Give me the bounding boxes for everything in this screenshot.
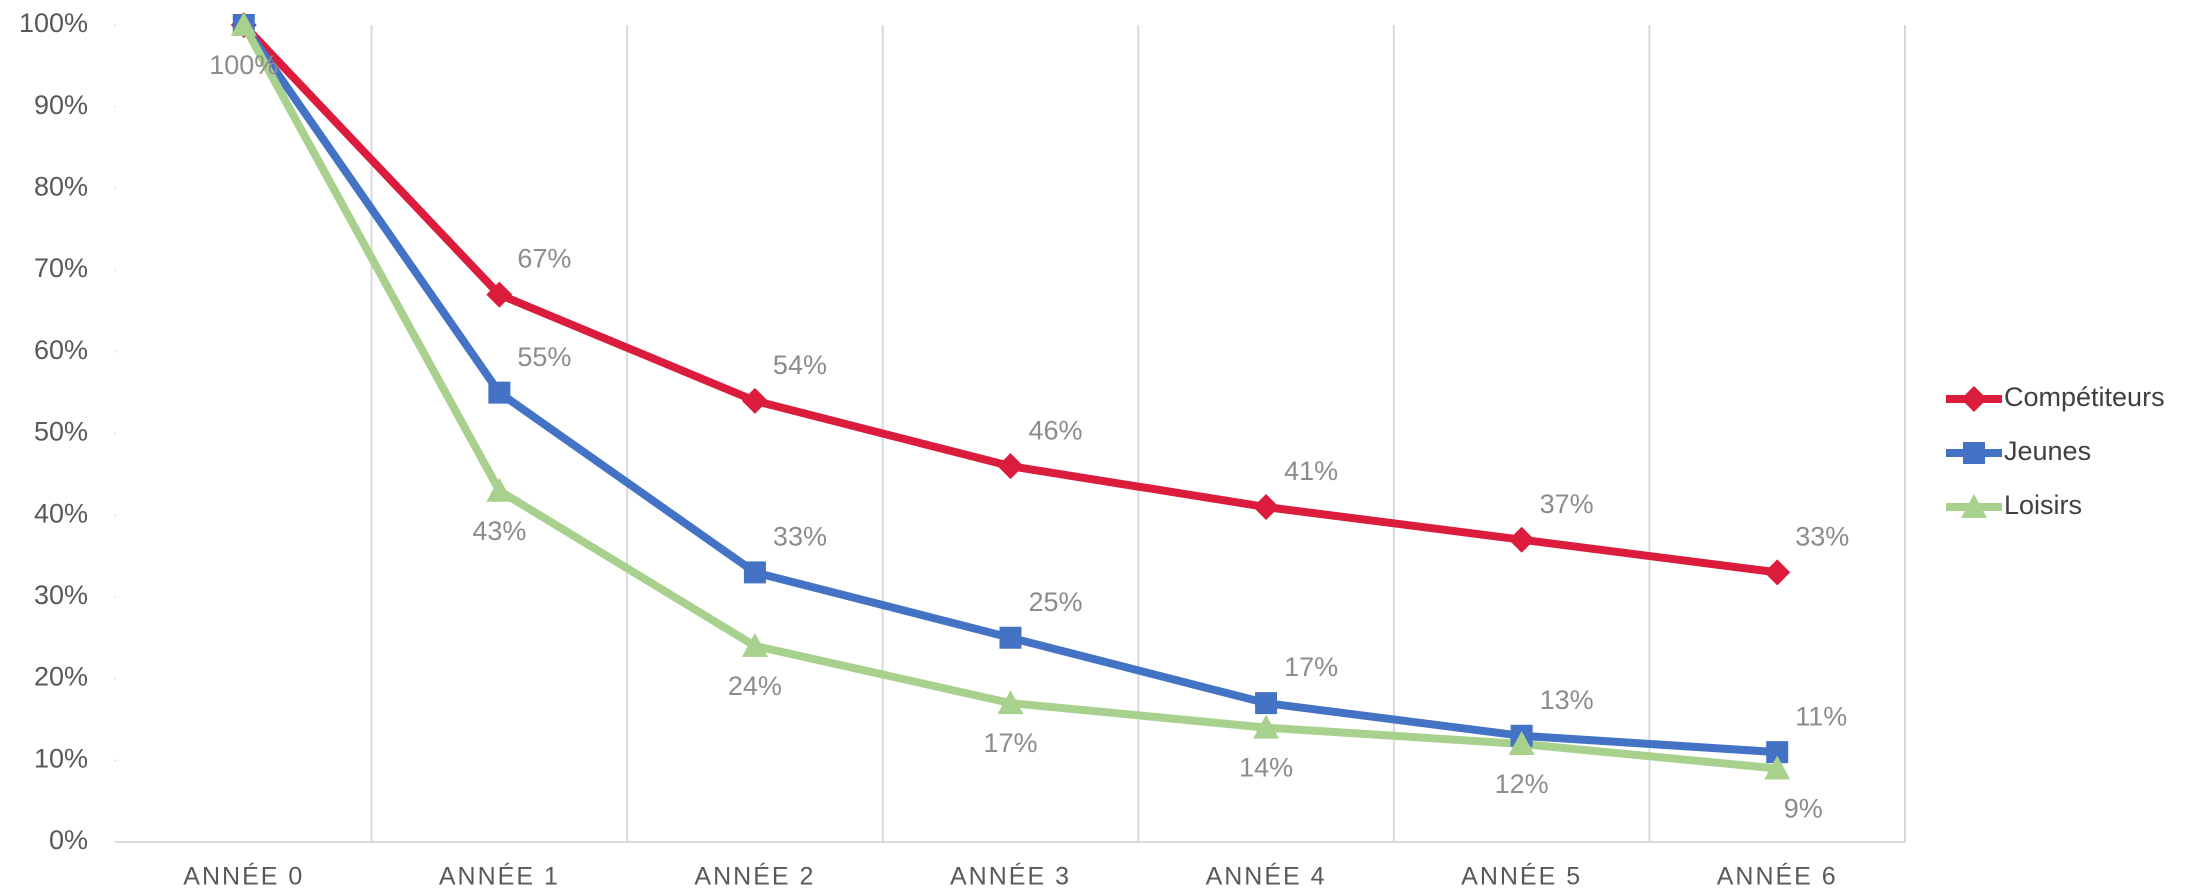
y-tick-label: 80% [34, 172, 88, 202]
data-label: 17% [1284, 652, 1338, 682]
y-tick-label: 30% [34, 580, 88, 610]
data-label: 46% [1029, 415, 1083, 445]
legend-marker [1961, 386, 1987, 412]
data-label: 9% [1784, 794, 1823, 824]
x-tick-label: ANNÉE 1 [439, 862, 560, 891]
marker [1253, 714, 1280, 739]
marker [999, 626, 1022, 649]
marker [1253, 494, 1280, 521]
data-label: 24% [728, 671, 782, 701]
data-label: 55% [517, 342, 571, 372]
data-label: 43% [472, 516, 526, 546]
series-line [240, 23, 1778, 773]
marker [741, 387, 768, 414]
x-tick-label: ANNÉE 0 [183, 862, 304, 891]
marker [743, 561, 766, 584]
x-tick-label: ANNÉE 4 [1206, 862, 1327, 891]
x-tick-label: ANNÉE 2 [694, 862, 815, 891]
data-label: 13% [1540, 685, 1594, 715]
data-label: 17% [983, 728, 1037, 758]
y-tick-label: 100% [19, 8, 88, 38]
data-label: 11% [1795, 701, 1847, 731]
marker [1764, 559, 1791, 586]
marker [486, 477, 513, 502]
x-tick-label: ANNÉE 3 [950, 862, 1071, 891]
data-label: 25% [1029, 587, 1083, 617]
marker [486, 281, 513, 308]
y-tick-label: 20% [34, 662, 88, 692]
data-label: 12% [1495, 769, 1549, 799]
data-label: 54% [773, 350, 827, 380]
legend-label: Jeunes [2004, 436, 2091, 466]
marker [997, 690, 1024, 715]
y-tick-label: 0% [49, 825, 88, 855]
legend-label: Loisirs [2004, 490, 2082, 520]
data-label: 14% [1239, 753, 1293, 783]
marker [488, 381, 511, 404]
data-label: 67% [517, 244, 571, 274]
data-label: 37% [1540, 489, 1594, 519]
y-tick-label: 60% [34, 335, 88, 365]
data-label: 100% [209, 50, 278, 80]
y-tick-label: 90% [34, 90, 88, 120]
legend-marker [1963, 442, 1985, 464]
y-tick-label: 50% [34, 417, 88, 447]
legend-marker [1961, 494, 1987, 518]
marker [997, 453, 1024, 480]
data-label: 33% [773, 522, 827, 552]
marker [1764, 755, 1791, 780]
y-tick-label: 40% [34, 498, 88, 528]
marker [230, 12, 257, 36]
marker [1255, 692, 1278, 715]
marker [741, 632, 768, 657]
marker [1508, 526, 1535, 553]
y-tick-label: 10% [34, 743, 88, 773]
y-tick-label: 70% [34, 253, 88, 283]
x-tick-label: ANNÉE 6 [1717, 862, 1838, 891]
legend-label: Compétiteurs [2004, 382, 2165, 412]
data-label: 33% [1795, 522, 1849, 552]
data-label: 41% [1284, 456, 1338, 486]
x-tick-label: ANNÉE 5 [1461, 862, 1582, 891]
marker [1766, 741, 1789, 764]
marker [1508, 730, 1535, 755]
